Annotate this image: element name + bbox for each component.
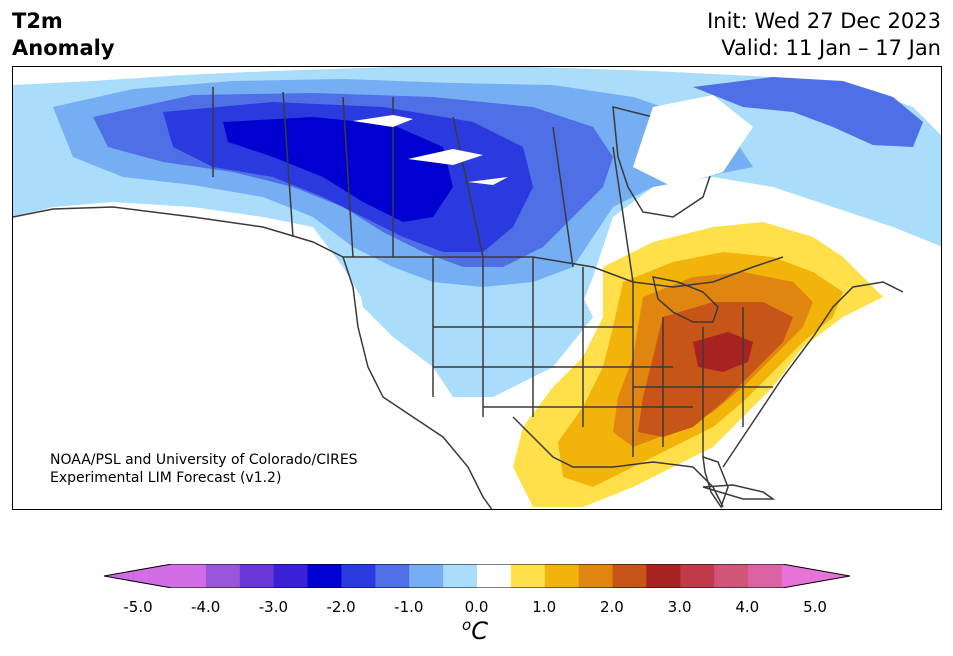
- colorbar-swatch: [748, 564, 783, 588]
- colorbar-unit: oC: [462, 616, 488, 645]
- colorbar-swatch: [612, 564, 647, 588]
- water-gap-1: [353, 115, 413, 127]
- gulf-coast: [512, 416, 724, 508]
- colorbar-swatch: [578, 564, 614, 588]
- colorbar-swatch: [646, 564, 681, 588]
- credit-text: NOAA/PSL and University of Colorado/CIRE…: [50, 451, 358, 487]
- water-gap-2: [408, 149, 483, 165]
- florida: [702, 455, 729, 509]
- water-gap-3: [468, 177, 508, 185]
- arctic-water-gaps: [353, 95, 753, 187]
- colorbar-swatch: [714, 564, 749, 588]
- colorbar-over-arrow: [782, 564, 850, 588]
- colorbar-tick-label: 5.0: [803, 598, 827, 616]
- colorbar-swatch: [239, 564, 275, 588]
- colorbar-swatch: [680, 564, 715, 588]
- state-lines-2: [633, 307, 773, 457]
- cuba: [702, 484, 776, 500]
- colorbar-tick-label: -5.0: [123, 598, 153, 616]
- field-red: [693, 332, 753, 372]
- colorbar-tick-label: -1.0: [394, 598, 424, 616]
- colorbar-tick-label: -4.0: [191, 598, 221, 616]
- colorbar-swatch: [443, 564, 478, 588]
- title-line-1: T2m: [12, 9, 63, 33]
- canada-provinces: [212, 87, 634, 283]
- field-blue-northeast: [693, 77, 923, 147]
- init-date: Init: Wed 27 Dec 2023: [707, 9, 941, 33]
- colorbar-tick-label: -3.0: [258, 598, 289, 616]
- unit-letter: C: [471, 617, 488, 645]
- colorbar-ticks: -5.0 -4.0 -3.0 -2.0 -1.0 0.0 1.0 2.0 3.0 4.0 5.0: [0, 598, 953, 618]
- pacific-coast: [13, 206, 493, 509]
- state-lines-1: [432, 257, 693, 457]
- great-lakes: [652, 276, 719, 323]
- colorbar-under-arrow: [104, 564, 172, 588]
- credit-line-2: Experimental LIM Forecast (v1.2): [50, 470, 282, 486]
- water-gap-4: [633, 95, 753, 187]
- colorbar-tick-label: 4.0: [735, 598, 760, 616]
- colorbar-swatch: [307, 564, 342, 588]
- colorbar-tick-label: 2.0: [599, 598, 624, 616]
- colorbar-swatch: [273, 564, 309, 588]
- colorbar-swatch: [341, 564, 376, 588]
- field-blue-4: [223, 117, 453, 222]
- unit-superscript: o: [462, 616, 472, 634]
- colorbar-swatch: [510, 564, 546, 588]
- colorbar-tick-label: 0.0: [464, 598, 489, 616]
- atlantic-coast: [722, 281, 904, 468]
- colorbar-swatch: [205, 564, 241, 588]
- map-title: T2m Anomaly: [12, 8, 115, 62]
- colorbar-swatch: [409, 564, 444, 588]
- colorbar: [104, 564, 850, 588]
- valid-range: Valid: 11 Jan – 17 Jan: [721, 36, 941, 60]
- credit-line-1: NOAA/PSL and University of Colorado/CIRE…: [50, 452, 358, 468]
- colorbar-swatch: [544, 564, 580, 588]
- colorbar-tick-label: 3.0: [667, 598, 692, 616]
- colorbar-swatch: [375, 564, 410, 588]
- coastlines-and-borders: [13, 87, 904, 509]
- map-svg: [13, 67, 941, 509]
- anomaly-map: NOAA/PSL and University of Colorado/CIRE…: [12, 66, 942, 510]
- colorbar-tick-label: 1.0: [532, 598, 557, 616]
- colorbar-tick-label: -2.0: [326, 598, 356, 616]
- colorbar-swatch: [172, 564, 207, 588]
- colorbar-swatch: [477, 564, 512, 588]
- title-line-2: Anomaly: [12, 36, 115, 60]
- forecast-dates: Init: Wed 27 Dec 2023 Valid: 11 Jan – 17…: [707, 8, 941, 62]
